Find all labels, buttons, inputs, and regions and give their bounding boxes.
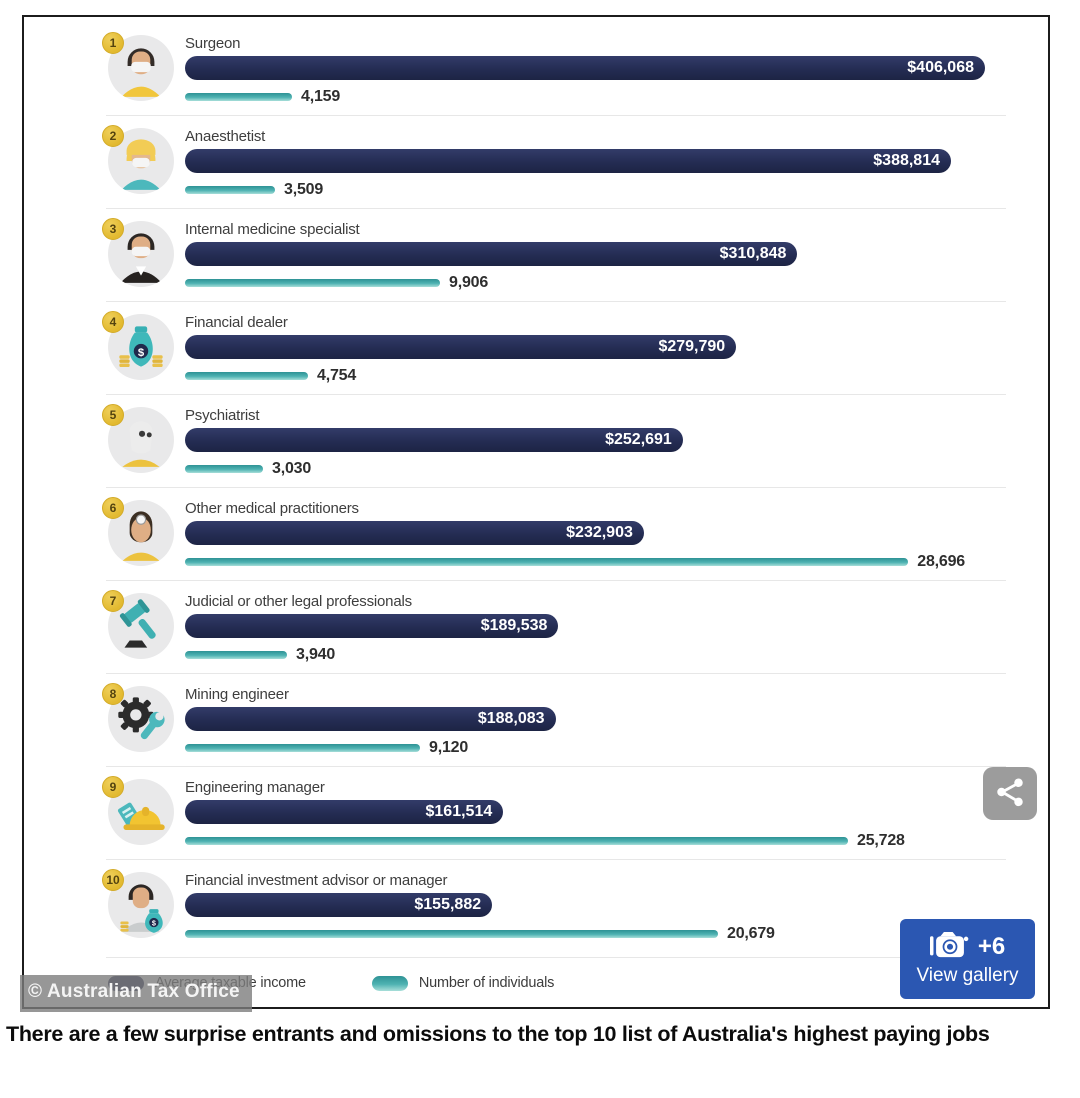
job-title: Mining engineer	[185, 686, 289, 703]
count-label: 20,679	[727, 925, 775, 942]
income-bar: $252,691	[185, 428, 683, 452]
rank-badge: 7	[102, 590, 124, 612]
job-title: Surgeon	[185, 35, 241, 52]
rank-badge: 8	[102, 683, 124, 705]
count-label: 25,728	[857, 832, 905, 849]
svg-text:$: $	[138, 347, 145, 359]
income-bar: $189,538	[185, 614, 559, 638]
income-bar: $232,903	[185, 521, 644, 545]
copyright-watermark: © Australian Tax Office	[20, 975, 252, 1012]
gallery-label: View gallery	[916, 965, 1019, 986]
gallery-count: +6	[977, 932, 1006, 960]
table-row: 9 Engineering manager	[24, 766, 1048, 859]
rank-badge: 2	[102, 125, 124, 147]
count-label: 4,159	[301, 88, 341, 105]
view-gallery-button[interactable]: +6 View gallery	[900, 919, 1035, 999]
count-label: 28,696	[917, 553, 965, 570]
count-label: 9,906	[449, 274, 489, 291]
table-row: 3 Internal medicine specialist $310,848	[24, 208, 1048, 301]
legend-item-individuals: Number of individuals	[371, 975, 554, 991]
svg-text:$: $	[152, 919, 156, 928]
surgeon-icon	[108, 35, 174, 101]
count-label: 3,509	[284, 181, 324, 198]
rank-badge: 1	[102, 32, 124, 54]
count-line	[185, 930, 718, 938]
psychiatrist-icon	[108, 407, 174, 473]
count-line	[185, 372, 308, 380]
job-title: Financial dealer	[185, 314, 288, 331]
job-title: Internal medicine specialist	[185, 221, 360, 238]
table-row: 10 $ Fina	[24, 859, 1048, 952]
table-row: 6 Other medical practitioners $232,903 2…	[24, 487, 1048, 580]
rank-badge: 10	[102, 869, 124, 891]
count-line	[185, 744, 420, 752]
income-bar: $188,083	[185, 707, 556, 731]
rank-badge: 6	[102, 497, 124, 519]
count-line	[185, 837, 848, 845]
job-title: Financial investment advisor or manager	[185, 872, 448, 889]
individuals-legend-swatch	[371, 975, 408, 991]
table-row: 7 Judicial or other legal professionals	[24, 580, 1048, 673]
table-row: 4 $ Finan	[24, 301, 1048, 394]
count-line	[185, 186, 275, 194]
image-caption: There are a few surprise entrants and om…	[6, 1022, 990, 1046]
income-bar: $388,814	[185, 149, 951, 173]
share-button[interactable]	[983, 767, 1037, 820]
job-title: Judicial or other legal professionals	[185, 593, 412, 610]
income-bar: $406,068	[185, 56, 985, 80]
camera-icon	[929, 931, 970, 962]
income-bar: $279,790	[185, 335, 737, 359]
money-bag-icon: $	[108, 314, 174, 380]
rank-badge: 5	[102, 404, 124, 426]
table-row: 8	[24, 673, 1048, 766]
rank-badge: 3	[102, 218, 124, 240]
count-line	[185, 558, 909, 566]
gear-wrench-icon	[108, 686, 174, 752]
count-label: 3,940	[296, 646, 336, 663]
income-bar: $310,848	[185, 242, 798, 266]
rank-badge: 4	[102, 311, 124, 333]
count-line	[185, 93, 292, 101]
table-row: 2 Anaesthetist $388,814 3,509	[24, 115, 1048, 208]
count-label: 3,030	[272, 460, 312, 477]
count-line	[185, 651, 287, 659]
count-label: 9,120	[429, 739, 469, 756]
table-row: 5 Psychiatrist $252,691 3,030	[24, 394, 1048, 487]
count-line	[185, 465, 263, 473]
chart-rows: 1 Surgeon $406,068 4,159	[24, 22, 1048, 952]
count-label: 4,754	[317, 367, 357, 384]
top10-jobs-infographic: 1 Surgeon $406,068 4,159	[20, 15, 1050, 1012]
table-row: 1 Surgeon $406,068 4,159	[24, 22, 1048, 115]
job-title: Anaesthetist	[185, 128, 266, 145]
income-bar: $155,882	[185, 893, 493, 917]
rank-badge: 9	[102, 776, 124, 798]
job-title: Psychiatrist	[185, 407, 260, 424]
job-title: Engineering manager	[185, 779, 325, 796]
gavel-icon	[108, 593, 174, 659]
job-title: Other medical practitioners	[185, 500, 359, 517]
share-icon	[993, 775, 1027, 812]
income-bar: $161,514	[185, 800, 504, 824]
hard-hat-icon	[108, 779, 174, 845]
count-line	[185, 279, 440, 287]
